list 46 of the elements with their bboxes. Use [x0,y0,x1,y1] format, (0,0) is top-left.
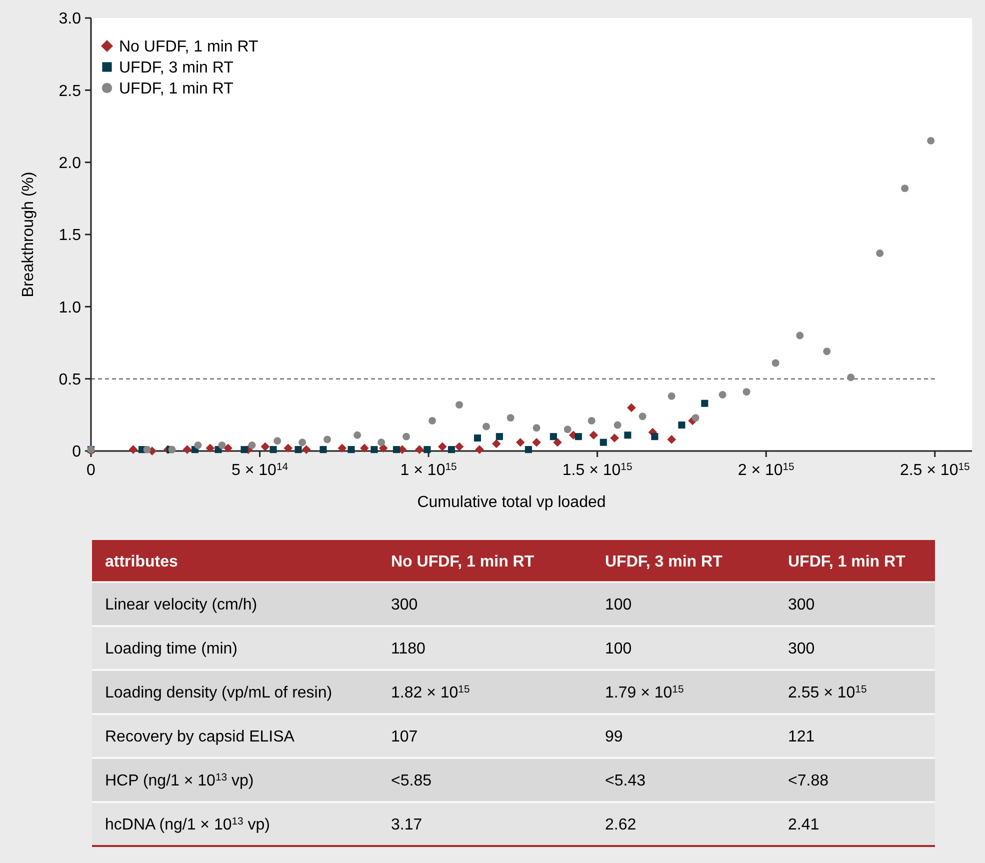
x-tick-label: 2.5 × 10$^{15}$ [900,462,970,479]
legend-label: No UFDF, 1 min RT [119,38,259,56]
category-label: attributes [105,554,178,571]
category-label: HCP (ng/1 × 10$^{13}$ vp) [105,772,254,790]
text: <5.85 [391,772,432,790]
legend-label: UFDF, 3 min RT [119,60,234,77]
category-label: UFDF, 1 min RT [788,554,906,571]
text: 2.41 [788,816,820,834]
y-tick-label: 3.0 [58,10,82,28]
y-tick-label: 2.0 [58,154,82,172]
category-label: Recovery by capsid ELISA [105,728,294,746]
text: 2.62 [605,816,636,834]
text: 300 [788,640,815,658]
text: <7.88 [788,772,828,790]
x-tick-label: 5 × 10$^{14}$ [232,462,288,479]
text: 100 [605,640,632,658]
text: 1.79 × 10$^{15}$ [605,684,684,702]
x-axis-title: Cumulative total vp loaded [417,494,606,511]
text: 100 [605,596,632,614]
text: 300 [391,596,418,614]
text: 3.17 [391,816,422,834]
text: 300 [788,596,815,614]
category-label: hcDNA (ng/1 × 10$^{13}$ vp) [105,816,270,834]
x-tick-label: 2 × 10$^{15}$ [738,462,795,479]
legend-label: UFDF, 1 min RT [119,80,234,98]
y-tick-label: 2.5 [58,82,82,100]
category-label: No UFDF, 1 min RT [391,554,534,571]
text: 121 [788,728,815,746]
category-label: Loading density (vp/mL of resin) [105,684,332,702]
category-label: Linear velocity (cm/h) [105,596,258,614]
category-label: UFDF, 3 min RT [605,554,723,571]
x-tick-label: 1 × 10$^{15}$ [400,462,458,479]
text: 1180 [391,640,426,658]
y-tick-label: 0 [72,444,82,461]
y-tick-label: 1.5 [58,227,82,244]
text: <5.43 [605,772,646,790]
text: 2.55 × 10$^{15}$ [788,684,867,702]
y-tick-label: 0.5 [58,371,82,388]
text: 1.82 × 10$^{15}$ [391,684,470,702]
y-tick-label: 1.0 [58,299,82,316]
category-label: Loading time (min) [105,640,238,658]
y-axis-title: Breakthrough (%) [20,172,37,298]
text: 107 [391,728,418,746]
x-tick-label: 0 [86,462,96,479]
x-tick-label: 1.5 × 10$^{15}$ [562,462,632,479]
text: 99 [605,728,623,746]
